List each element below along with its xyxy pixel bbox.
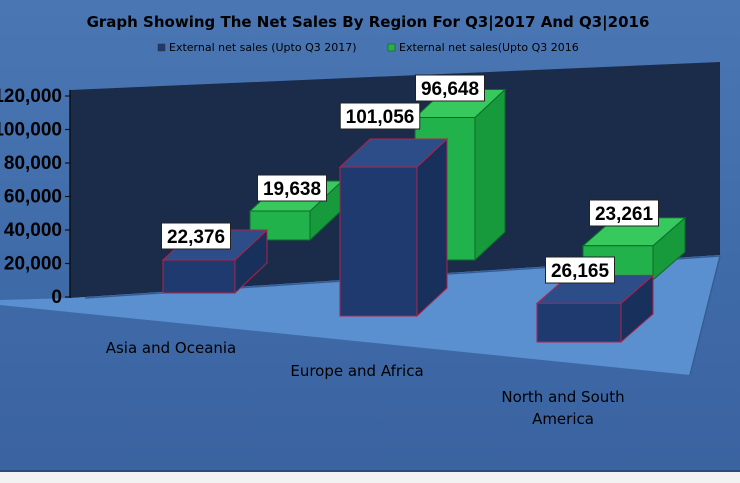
category-label-3: North and South America <box>501 388 624 428</box>
data-label-box <box>589 199 659 227</box>
category-labels: Asia and Oceania Europe and Africa North a… <box>106 339 625 428</box>
data-label-text: 101,056 <box>346 107 415 128</box>
data-label-1-3: 26,165 <box>545 256 615 284</box>
category-label-line: America <box>532 410 594 428</box>
data-label-box <box>545 256 615 284</box>
bar-1-2 <box>338 137 449 318</box>
y-axis-ticks: 0 20,000 40,000 60,000 80,000 100,000 120,000 <box>0 86 71 308</box>
bar-side <box>474 88 506 262</box>
bar-side <box>416 137 448 318</box>
legend-label-1: External net sales (Upto Q3 2017) <box>169 41 357 54</box>
category-label-line: Europe and Africa <box>290 362 423 380</box>
legend: External net sales (Upto Q3 2017) Externa… <box>157 41 579 54</box>
data-label-text: 22,376 <box>167 227 225 248</box>
bars: 22,376 101,056 26,165 19,638 96,648 23,261 <box>161 74 687 344</box>
y-tick-label: 0 <box>51 287 62 308</box>
y-tick-label: 120,000 <box>0 86 62 107</box>
legend-label-2: External net sales(Upto Q3 2016 <box>399 41 579 54</box>
y-tick-label: 80,000 <box>4 153 62 174</box>
data-labels: 22,376 101,056 26,165 19,638 96,648 23,261 <box>161 74 659 284</box>
data-label-box <box>257 174 327 202</box>
category-label-2: Europe and Africa <box>290 362 423 380</box>
floor-edge <box>84 255 721 376</box>
category-label-line: Asia and Oceania <box>106 339 237 357</box>
bar-front <box>536 302 622 343</box>
y-tick-label: 60,000 <box>4 187 62 208</box>
data-label-box <box>415 74 485 102</box>
data-label-text: 96,648 <box>421 79 479 100</box>
y-tick-label: 40,000 <box>4 220 62 241</box>
bar-front <box>162 259 236 294</box>
legend-swatch-2 <box>387 43 396 52</box>
data-label-text: 23,261 <box>595 204 654 225</box>
bar-front <box>339 166 418 317</box>
legend-swatch-1 <box>157 43 166 52</box>
data-label-2-1: 19,638 <box>257 174 327 202</box>
chart-title: Graph Showing The Net Sales By Region Fo… <box>87 13 650 32</box>
data-label-text: 19,638 <box>263 179 321 200</box>
data-label-box <box>161 222 231 250</box>
data-label-2-2: 96,648 <box>415 74 485 102</box>
category-label-line: North and South <box>501 388 624 406</box>
data-label-1-2: 101,056 <box>339 102 421 130</box>
y-tick-label: 100,000 <box>0 120 62 141</box>
data-label-text: 26,165 <box>551 261 610 282</box>
data-label-2-3: 23,261 <box>589 199 659 227</box>
data-label-box <box>339 102 421 130</box>
data-label-1-1: 22,376 <box>161 222 231 250</box>
y-tick-label: 20,000 <box>4 254 62 275</box>
category-label-1: Asia and Oceania <box>106 339 237 357</box>
